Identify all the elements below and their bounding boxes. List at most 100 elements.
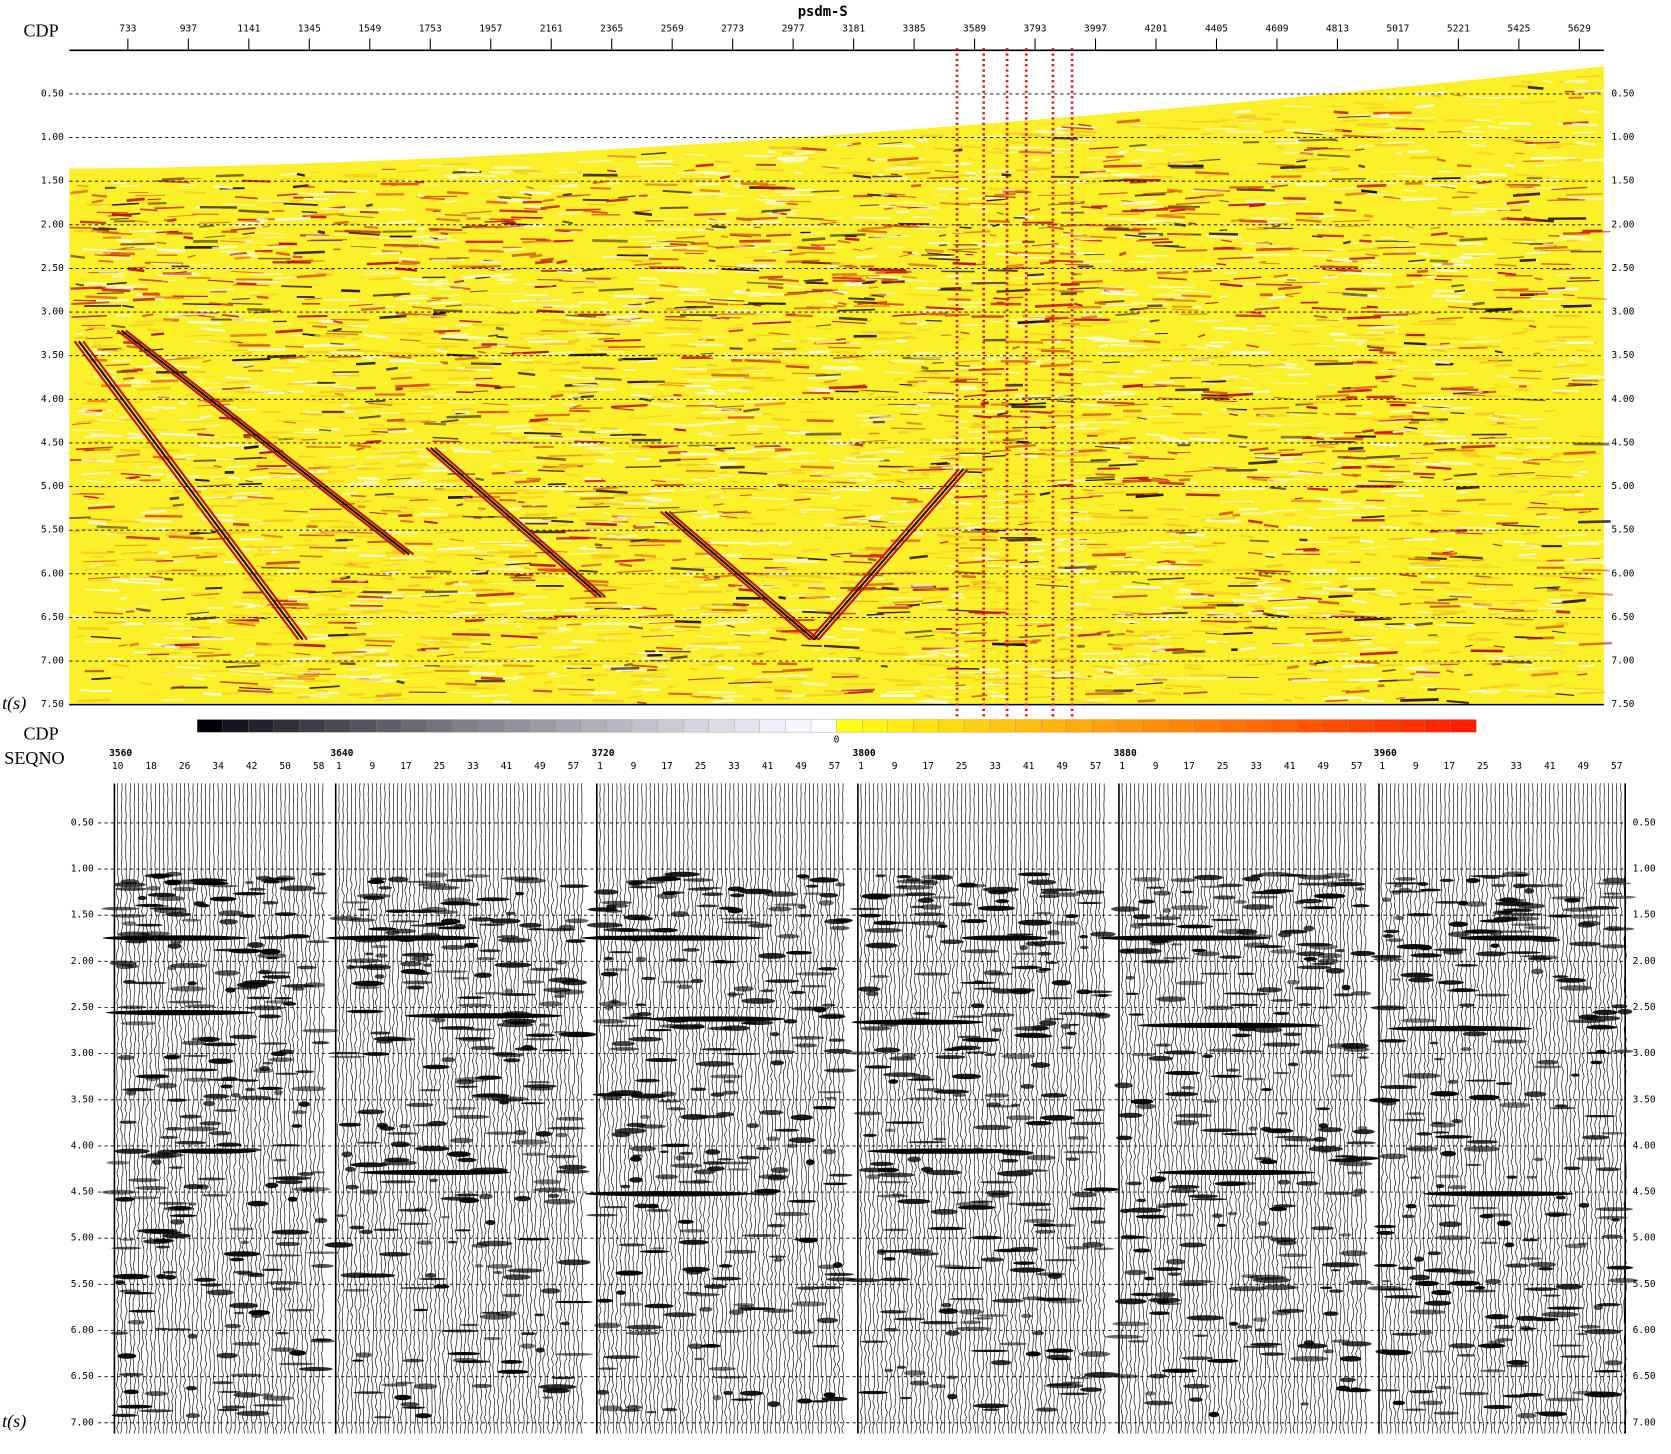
reflector (1475, 462, 1485, 467)
reflector (229, 673, 260, 677)
reflector (454, 617, 467, 621)
reflector (955, 365, 983, 370)
reflector (960, 331, 970, 335)
reflector (134, 462, 149, 465)
reflector (590, 554, 621, 557)
reflector (677, 171, 716, 175)
reflector (317, 230, 326, 235)
reflector (1432, 611, 1459, 617)
reflector (833, 196, 842, 199)
reflector (830, 554, 841, 558)
reflector (484, 220, 505, 223)
reflector (639, 312, 658, 316)
reflector (386, 219, 417, 225)
reflector (89, 564, 103, 567)
reflector (1175, 201, 1210, 206)
reflector (272, 368, 294, 373)
reflector (1493, 288, 1529, 292)
reflector (420, 342, 458, 345)
reflector (1199, 158, 1221, 162)
reflector (243, 351, 253, 356)
reflector (914, 634, 934, 638)
reflector (801, 644, 823, 647)
reflector (651, 402, 677, 407)
reflector (395, 387, 403, 391)
reflector (921, 309, 950, 313)
reflector (1519, 258, 1537, 263)
reflector (875, 403, 889, 407)
reflector (1215, 488, 1237, 492)
reflector (1116, 661, 1128, 666)
reflector (524, 432, 562, 435)
reflector (1328, 594, 1353, 599)
reflector (1498, 472, 1535, 475)
reflector (344, 229, 381, 234)
reflector (1172, 605, 1185, 609)
reflector (895, 144, 913, 147)
reflector (1366, 454, 1401, 460)
reflector (397, 419, 430, 424)
reflector (1361, 547, 1375, 550)
reflector (774, 689, 793, 693)
reflector (1060, 323, 1088, 328)
reflector (196, 378, 206, 381)
reflector (356, 446, 365, 451)
reflector (1287, 525, 1314, 530)
reflector (1420, 581, 1450, 585)
reflector (650, 479, 667, 483)
reflector (631, 317, 642, 320)
reflector (374, 492, 394, 496)
reflector (406, 594, 440, 598)
reflector (517, 371, 536, 377)
reflector (1395, 696, 1406, 700)
reflector (1550, 454, 1560, 459)
reflector (343, 564, 371, 569)
reflector (827, 164, 847, 167)
reflector (1521, 531, 1541, 536)
reflector (407, 583, 422, 588)
reflector (880, 192, 890, 198)
reflector (1379, 526, 1402, 529)
reflector (317, 690, 329, 693)
reflector (93, 611, 124, 615)
reflector (1292, 656, 1312, 659)
reflector (1219, 294, 1228, 299)
reflector (602, 607, 631, 610)
reflector (1314, 362, 1353, 366)
reflector (706, 421, 720, 425)
reflector (1443, 477, 1453, 481)
reflector (890, 204, 903, 208)
reflector (390, 376, 412, 380)
reflector (434, 482, 456, 487)
reflector (1572, 122, 1599, 127)
reflector (1162, 438, 1188, 443)
reflector (752, 372, 765, 375)
reflector (1133, 332, 1145, 337)
reflector (822, 474, 859, 477)
reflector (1225, 130, 1262, 134)
reflector (1568, 196, 1603, 200)
reflector (689, 647, 700, 651)
reflector (86, 337, 113, 340)
reflector (424, 560, 436, 564)
reflector (1507, 217, 1539, 222)
reflector (367, 540, 395, 544)
reflector (75, 336, 89, 340)
reflector (566, 230, 578, 234)
reflector (320, 207, 359, 211)
reflector (1444, 355, 1454, 359)
reflector (1301, 636, 1310, 639)
reflector (463, 302, 491, 307)
reflector (153, 460, 161, 465)
reflector (1241, 253, 1273, 257)
reflector (434, 393, 455, 397)
reflector (1404, 666, 1429, 671)
reflector (1453, 94, 1463, 97)
reflector (1179, 590, 1199, 594)
reflector (1572, 379, 1606, 383)
reflector (281, 285, 313, 288)
reflector (956, 630, 972, 635)
reflector (105, 363, 130, 367)
reflector (280, 177, 312, 180)
reflector (1124, 269, 1147, 272)
